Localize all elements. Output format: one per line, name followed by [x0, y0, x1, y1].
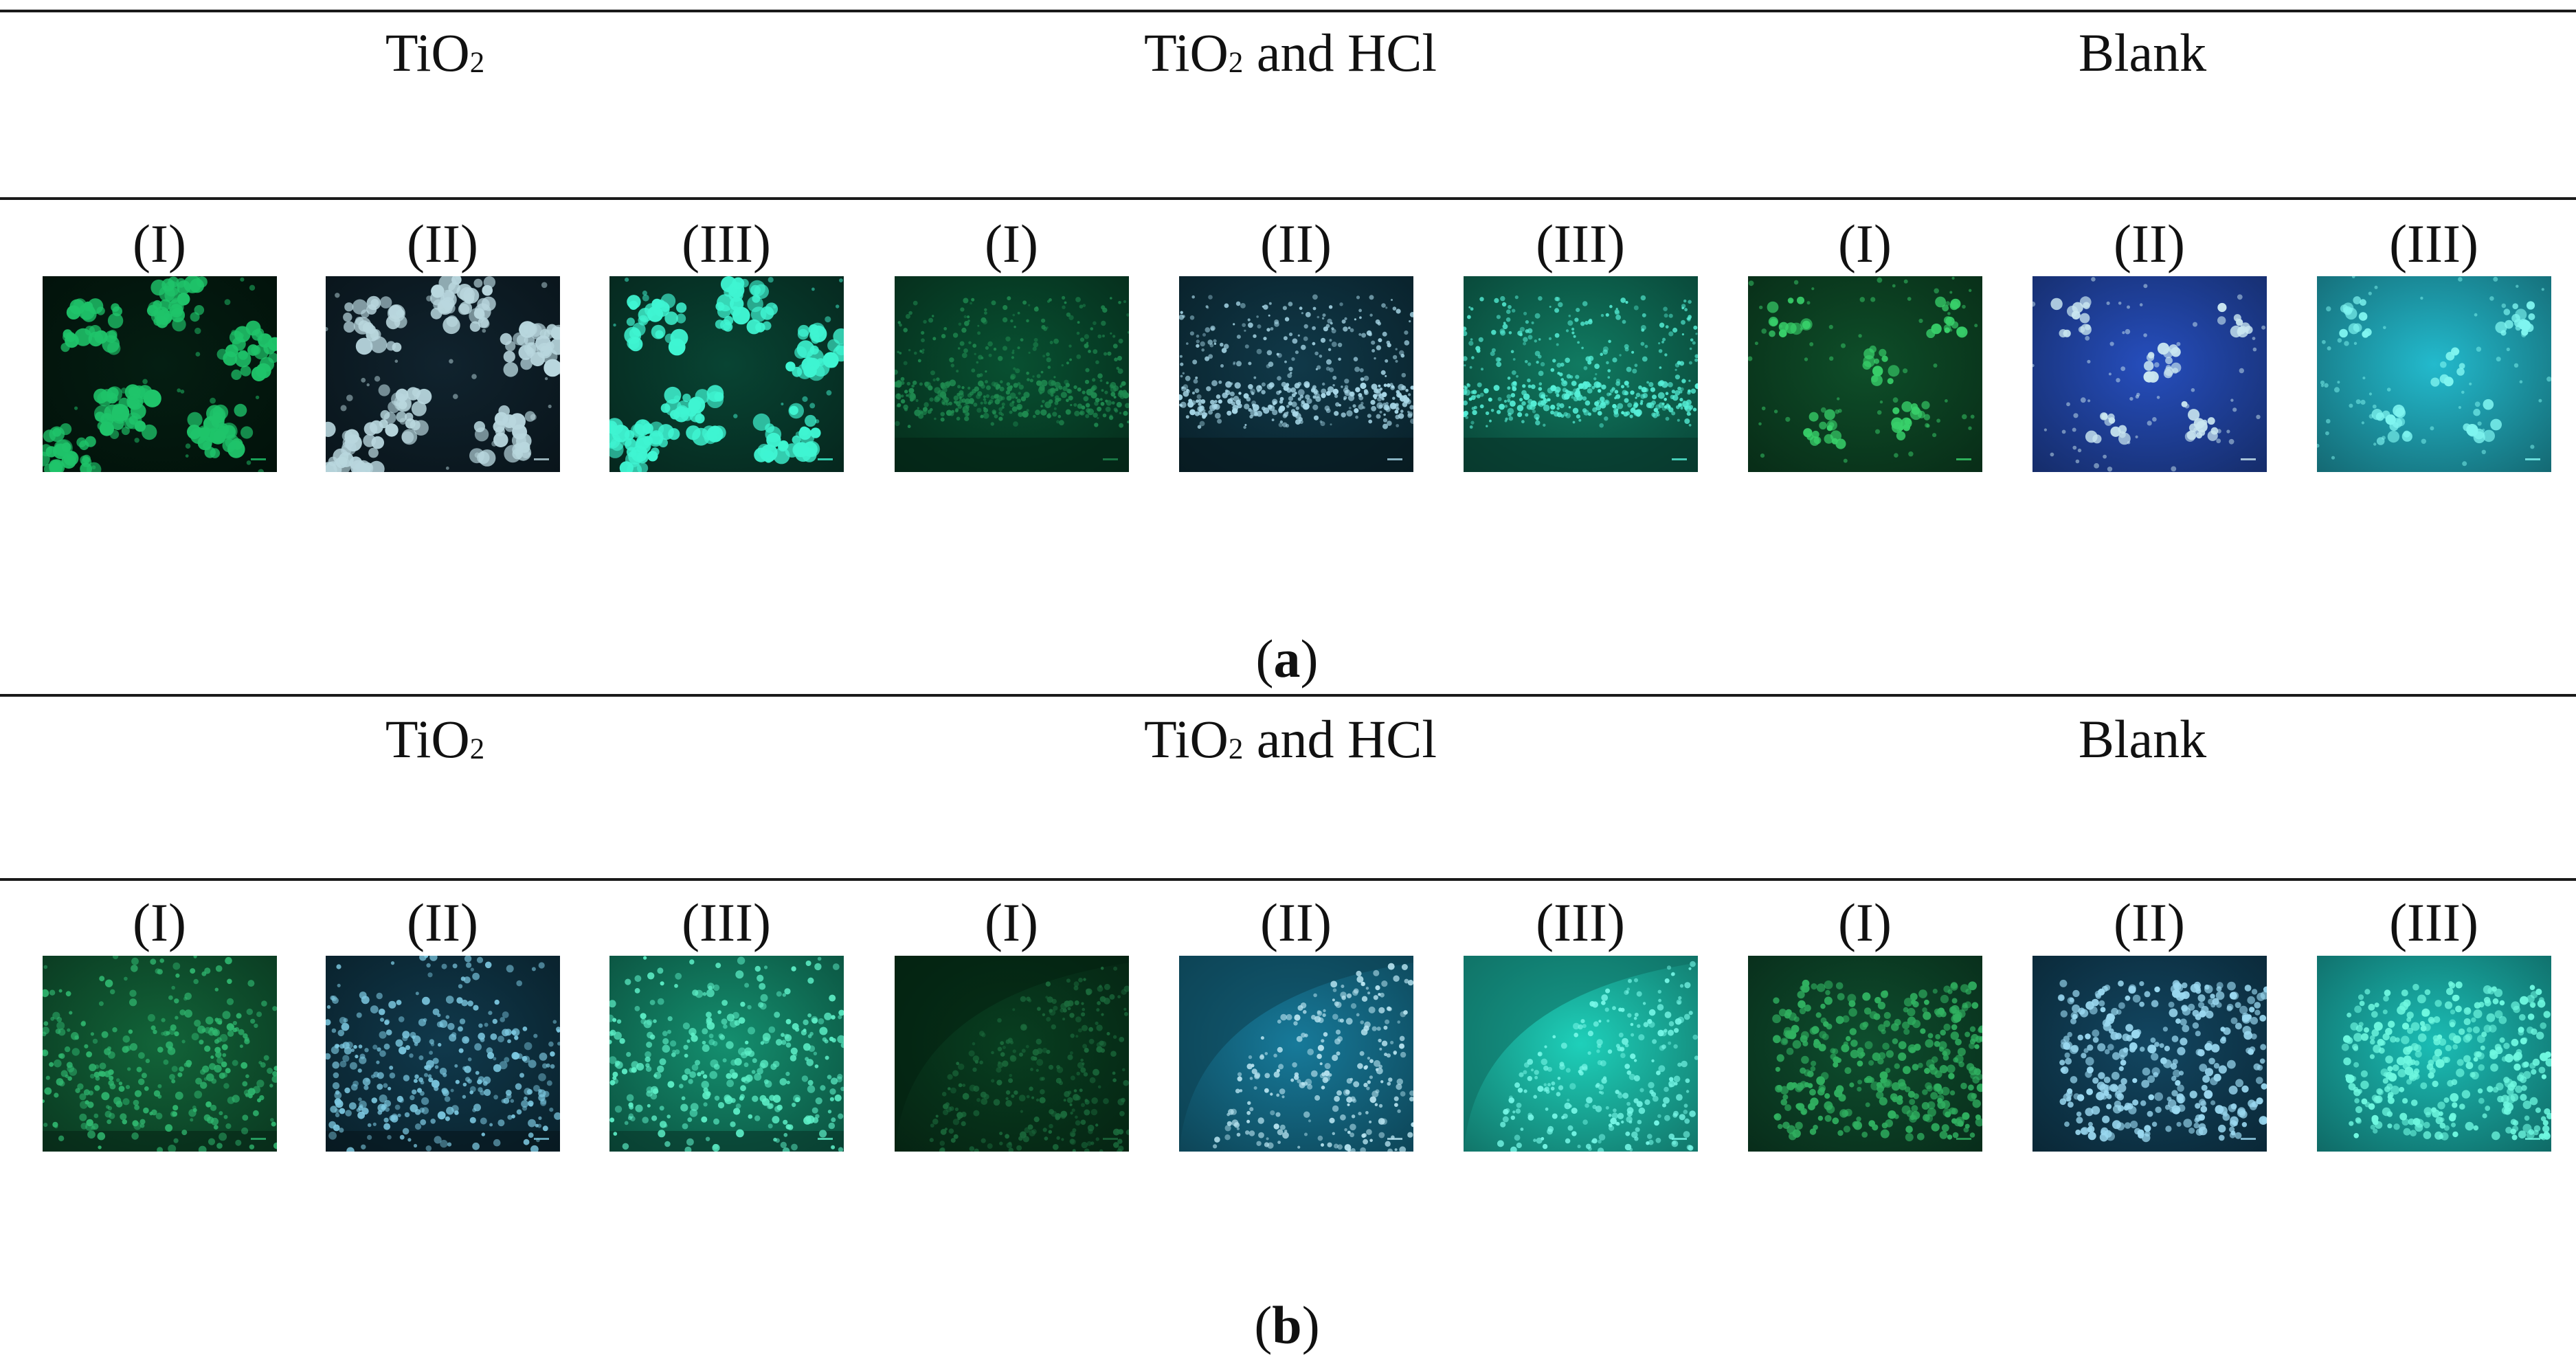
panel-a-image-label: (II): [2114, 214, 2185, 273]
top-rule-a: [0, 10, 2576, 12]
panel-caption-b: (b): [1254, 1295, 1320, 1355]
panel-b-image-label: (III): [1536, 893, 1625, 952]
panel-a-image-label: (III): [2389, 214, 2478, 273]
panel-a-image-label: (I): [133, 214, 186, 273]
panel-b-image-label: (II): [2114, 893, 2185, 952]
panel-b-image-label: (III): [2389, 893, 2478, 952]
group-title-tio2-b: TiO2: [385, 709, 485, 769]
panel-b-micrograph: [609, 956, 844, 1152]
panel-a-image-label: (I): [1838, 214, 1892, 273]
panel-b-micrograph: [2032, 956, 2267, 1152]
panel-caption-a: (a): [1255, 629, 1319, 688]
panel-b-image-label: (III): [682, 893, 771, 952]
panel-b-micrograph: [326, 956, 560, 1152]
panel-a-micrograph: [1748, 276, 1982, 472]
panel-b-micrograph: [43, 956, 277, 1152]
panel-b-image-label: (I): [985, 893, 1038, 952]
panel-a-image-label: (III): [1536, 214, 1625, 273]
group-title-tio2-hcl-b: TiO2 and HCl: [1143, 709, 1437, 769]
panel-a-image-label: (I): [985, 214, 1038, 273]
panel-a-image-label: (III): [682, 214, 771, 273]
panel-a-micrograph: [609, 276, 844, 472]
panel-b-micrograph: [895, 956, 1129, 1152]
panel-b-micrograph: [2317, 956, 2551, 1152]
panel-b-image-label: (II): [407, 893, 478, 952]
panel-b-image-label: (I): [133, 893, 186, 952]
panel-b-micrograph: [1179, 956, 1413, 1152]
panel-a-micrograph: [2032, 276, 2267, 472]
panel-b-image-label: (I): [1838, 893, 1892, 952]
panel-b-image-label: (II): [1260, 893, 1332, 952]
panel-a-micrograph: [43, 276, 277, 472]
top-rule-b: [0, 694, 2576, 697]
group-title-tio2-a: TiO2: [385, 23, 485, 82]
panel-b-micrograph: [1748, 956, 1982, 1152]
group-title-blank-a: Blank: [2078, 23, 2207, 82]
group-title-tio2-hcl-a: TiO2 and HCl: [1143, 23, 1437, 82]
panel-a-micrograph: [1464, 276, 1698, 472]
panel-b-micrograph: [1464, 956, 1698, 1152]
panel-a-micrograph: [2317, 276, 2551, 472]
panel-a-micrograph: [326, 276, 560, 472]
panel-a-micrograph: [895, 276, 1129, 472]
header-rule-a: [0, 197, 2576, 200]
header-rule-b: [0, 878, 2576, 881]
panel-a-micrograph: [1179, 276, 1413, 472]
panel-a-image-label: (II): [1260, 214, 1332, 273]
group-title-blank-b: Blank: [2078, 709, 2207, 769]
panel-a-image-label: (II): [407, 214, 478, 273]
